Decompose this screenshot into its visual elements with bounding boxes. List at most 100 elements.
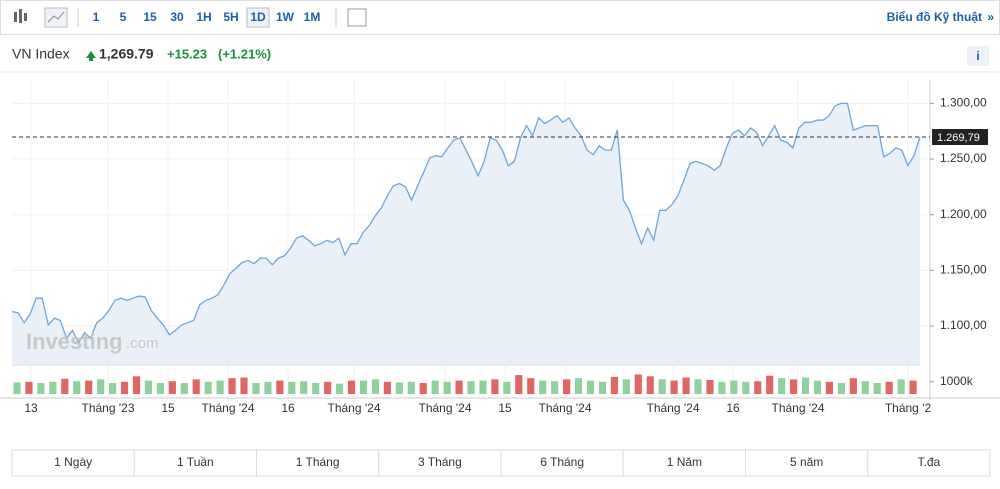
watermark-brand: Investing <box>26 329 123 354</box>
price-line <box>11 102 921 345</box>
volume-bar <box>670 380 678 394</box>
info-button[interactable] <box>967 46 989 66</box>
volume-bar <box>539 380 547 394</box>
price: 1,269.79 <box>99 46 154 62</box>
volume-bar <box>168 381 176 394</box>
volume-bar <box>909 380 917 394</box>
x-tick-label: Tháng '24 <box>202 401 255 415</box>
volume-bar <box>132 376 141 394</box>
volume-bar <box>288 381 296 394</box>
table-icon[interactable] <box>347 8 367 27</box>
interval-button[interactable]: 1M <box>304 10 321 24</box>
volume-bar <box>778 378 786 394</box>
volume-bar <box>61 378 69 394</box>
volume-bar <box>730 380 738 394</box>
volume-bar <box>718 381 726 394</box>
volume-bar <box>467 381 475 394</box>
x-tick-label: 13 <box>24 401 38 415</box>
volume-bar <box>563 379 571 394</box>
period-label[interactable]: 5 năm <box>790 455 823 469</box>
interval-button[interactable]: 1D <box>250 10 266 24</box>
volume-bar <box>790 379 798 394</box>
x-tick-label: Tháng '24 <box>647 401 700 415</box>
tech-chart-link[interactable]: Biểu đồ Kỹ thuật <box>887 10 982 24</box>
volume-bar <box>754 381 762 394</box>
volume-bar <box>431 380 439 394</box>
period-button[interactable] <box>133 449 257 477</box>
axis-clip <box>931 400 1000 420</box>
volume-bar <box>586 380 595 394</box>
interval-button[interactable]: 30 <box>170 10 184 24</box>
volume-bar <box>228 378 236 394</box>
volume-bar <box>216 380 224 394</box>
toolbar <box>0 0 1000 35</box>
y-tick-label: 1.150,00 <box>940 263 987 277</box>
interval-button[interactable]: 15 <box>143 10 157 24</box>
y-tick-label: 1.200,00 <box>940 207 987 221</box>
period-label[interactable]: 1 Ngày <box>54 455 92 469</box>
volume-bar <box>897 379 905 394</box>
period-label[interactable]: 1 Tháng <box>296 455 340 469</box>
y-tick-label: 1.300,00 <box>940 96 987 110</box>
candle-icon[interactable] <box>14 9 27 23</box>
interval-button[interactable]: 1H <box>196 10 211 24</box>
volume-bar <box>646 376 654 394</box>
volume-bar <box>252 383 260 394</box>
period-button[interactable] <box>256 449 380 477</box>
interval-button[interactable]: 5 <box>120 10 127 24</box>
volume-bar <box>407 381 415 394</box>
interval-button[interactable]: 5H <box>223 10 238 24</box>
volume-bar <box>312 383 320 394</box>
volume-bar <box>658 379 666 394</box>
x-tick-label: 15 <box>161 401 175 415</box>
x-tick-label: 16 <box>726 401 740 415</box>
volume-bar <box>300 381 308 394</box>
change: +15.23 <box>167 46 207 61</box>
volume-bar <box>503 381 511 394</box>
x-tick-label: 16 <box>281 401 295 415</box>
volume-bar <box>73 381 81 394</box>
volume-bar <box>371 379 380 394</box>
volume-bar <box>120 381 129 394</box>
period-button[interactable] <box>867 449 991 477</box>
volume-bar <box>574 378 583 394</box>
x-tick-label: Tháng '23 <box>82 401 135 415</box>
volume-bar <box>359 380 368 394</box>
up-arrow <box>86 51 96 61</box>
period-label[interactable]: 1 Tuần <box>177 455 214 469</box>
volume-bar <box>264 381 272 394</box>
y-tick-label: 1.250,00 <box>940 151 987 165</box>
period-label[interactable]: 1 Năm <box>667 455 702 469</box>
period-button[interactable] <box>11 449 135 477</box>
volume-bar <box>156 383 164 394</box>
period-button[interactable] <box>378 449 502 477</box>
volume-bar <box>551 381 559 394</box>
interval-button[interactable]: 1W <box>276 10 295 24</box>
volume-bar <box>85 380 93 394</box>
volume-bar <box>347 380 356 394</box>
area-fill <box>12 103 920 366</box>
x-tick-label: Tháng '2 <box>885 401 932 415</box>
interval-selected[interactable] <box>246 7 270 28</box>
interval-button[interactable]: 1 <box>93 10 100 24</box>
x-tick-label: Tháng '24 <box>539 401 592 415</box>
volume-bar <box>861 381 869 394</box>
volume-bar <box>801 377 810 394</box>
volume-bar <box>634 374 642 394</box>
volume-bar <box>443 381 451 394</box>
volume-bar <box>598 381 607 394</box>
link-arrow[interactable]: » <box>987 10 994 24</box>
volume-bar <box>479 380 487 394</box>
x-tick-label: Tháng '24 <box>772 401 825 415</box>
volume-bar <box>766 375 774 394</box>
volume-tick-label: 1000k <box>940 374 974 388</box>
period-label[interactable]: 3 Tháng <box>418 455 462 469</box>
volume-bar <box>324 381 332 394</box>
period-label[interactable]: T.đa <box>918 455 941 469</box>
period-label[interactable]: 6 Tháng <box>540 455 584 469</box>
volume-bar <box>383 381 391 394</box>
volume-bar <box>97 379 105 394</box>
info-label[interactable]: i <box>976 49 979 63</box>
